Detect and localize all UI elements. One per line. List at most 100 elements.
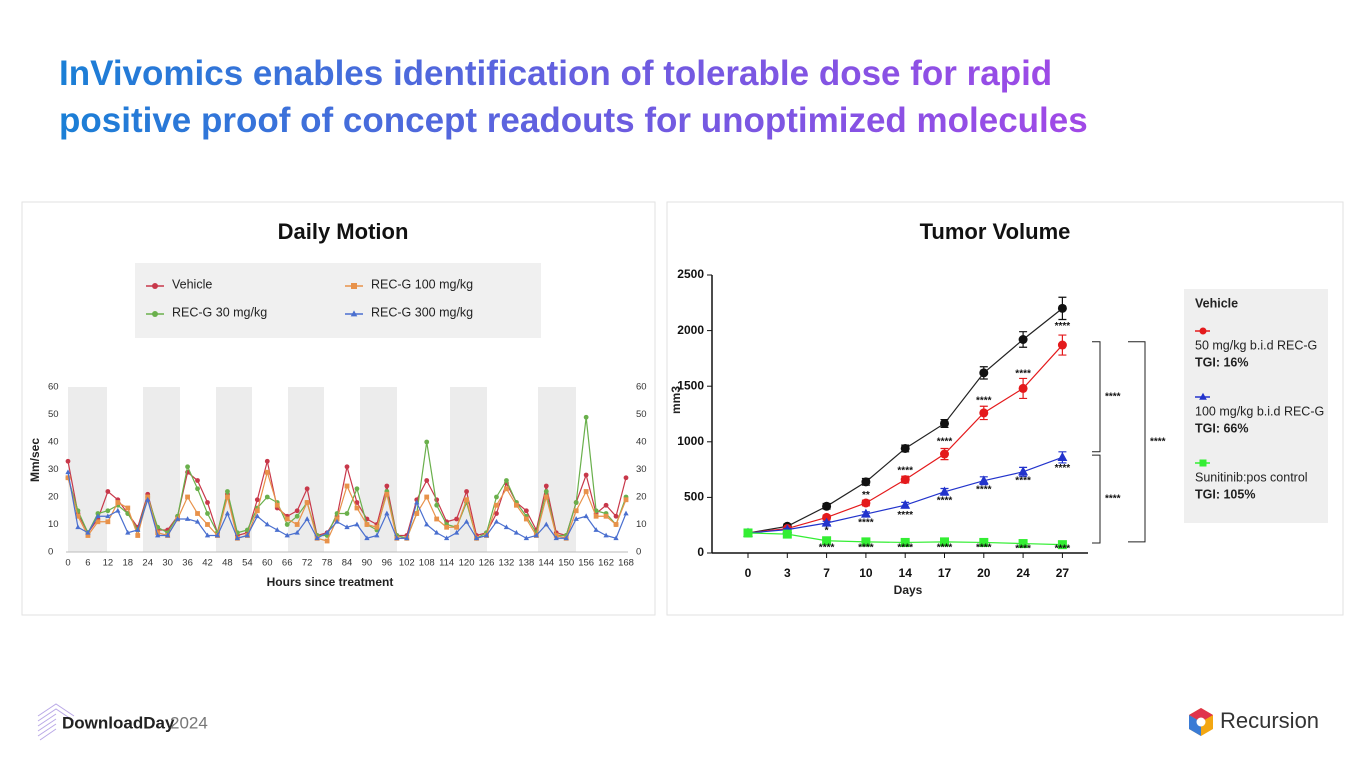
- x-tick-label: 84: [342, 558, 353, 569]
- marker: [861, 537, 871, 547]
- y-tick-label: 30: [48, 464, 59, 475]
- x-tick-label: 156: [578, 558, 594, 569]
- marker: [513, 502, 519, 508]
- significance-label: ****: [1015, 544, 1031, 555]
- marker: [155, 532, 161, 538]
- legend-label: Vehicle: [1195, 296, 1238, 310]
- marker: [494, 494, 499, 500]
- x-tick-label: 20: [977, 566, 991, 580]
- significance-label: ****: [858, 518, 874, 529]
- y-tick-label: 0: [697, 545, 704, 559]
- marker: [351, 283, 357, 289]
- marker: [822, 536, 832, 546]
- y2-tick-label: 60: [636, 382, 647, 393]
- y-tick-label: 2500: [677, 267, 704, 281]
- marker: [523, 535, 529, 541]
- marker: [364, 535, 370, 541]
- marker: [304, 486, 310, 492]
- marker: [294, 529, 300, 535]
- legend-box: [1184, 289, 1328, 523]
- significance-label: ****: [937, 436, 953, 447]
- y2-tick-label: 20: [636, 492, 647, 503]
- marker: [782, 529, 792, 539]
- marker: [105, 508, 111, 514]
- legend-label: REC-G 30 mg/kg: [172, 305, 267, 319]
- marker: [603, 502, 609, 508]
- marker: [861, 477, 871, 487]
- x-tick-label: 48: [222, 558, 233, 569]
- y-tick-label: 40: [48, 437, 59, 448]
- marker: [464, 497, 469, 503]
- marker: [553, 535, 559, 541]
- x-tick-label: 126: [479, 558, 495, 569]
- marker: [513, 529, 520, 535]
- y-tick-label: 1000: [677, 434, 704, 448]
- y-tick-label: 1500: [677, 378, 704, 392]
- marker: [205, 511, 210, 516]
- y-tick-label: 10: [48, 519, 59, 530]
- x-tick-label: 30: [162, 558, 173, 569]
- significance-bracket: [1092, 341, 1101, 453]
- marker: [543, 494, 549, 500]
- marker: [613, 522, 619, 527]
- marker: [324, 538, 330, 544]
- marker: [344, 483, 350, 489]
- x-tick-label: 6: [85, 558, 90, 569]
- marker: [503, 524, 510, 530]
- marker: [454, 524, 460, 530]
- significance-label: ****: [937, 495, 953, 506]
- marker: [900, 537, 910, 547]
- marker: [444, 535, 450, 541]
- y-tick-label: 2000: [677, 323, 704, 337]
- marker: [314, 535, 320, 541]
- marker: [195, 486, 200, 492]
- shaded-band: [68, 387, 107, 552]
- significance-label: ****: [937, 543, 953, 554]
- significance-label: ****: [897, 543, 913, 554]
- x-tick-label: 120: [459, 558, 475, 569]
- marker: [822, 501, 832, 511]
- marker: [135, 533, 141, 538]
- marker: [603, 532, 609, 538]
- marker: [623, 510, 629, 516]
- event-year: 2024: [170, 713, 208, 732]
- x-tick-label: 24: [1016, 566, 1030, 580]
- marker: [583, 414, 589, 420]
- marker: [350, 310, 358, 317]
- marker: [274, 502, 280, 508]
- x-tick-label: 168: [618, 558, 634, 569]
- marker: [225, 494, 230, 500]
- x-tick-label: 18: [122, 558, 133, 569]
- chart-title: Tumor Volume: [920, 219, 1071, 244]
- y2-tick-label: 10: [636, 519, 647, 530]
- x-tick-label: 0: [745, 566, 752, 580]
- marker: [1018, 383, 1028, 393]
- marker: [414, 511, 420, 516]
- marker: [1199, 327, 1207, 335]
- x-tick-label: 36: [182, 558, 193, 569]
- marker: [115, 507, 121, 513]
- marker: [125, 505, 131, 511]
- legend-tgi: TGI: 105%: [1195, 487, 1255, 501]
- brand-name: Recursion: [1220, 708, 1319, 733]
- marker: [821, 517, 832, 527]
- y-tick-label: 20: [48, 492, 59, 503]
- marker: [344, 524, 350, 530]
- marker: [900, 475, 910, 485]
- marker: [354, 486, 360, 492]
- x-axis-label: Days: [894, 583, 923, 597]
- significance-label: ****: [1015, 475, 1031, 486]
- marker: [284, 516, 290, 522]
- x-tick-label: 54: [242, 558, 253, 569]
- marker: [254, 513, 260, 519]
- marker: [434, 502, 440, 508]
- marker: [294, 508, 300, 514]
- marker: [1057, 451, 1068, 461]
- significance-label: *: [825, 525, 829, 536]
- marker: [940, 537, 949, 547]
- x-tick-label: 3: [784, 566, 791, 580]
- significance-label: **: [862, 490, 870, 501]
- marker: [434, 516, 440, 522]
- marker: [205, 522, 210, 527]
- marker: [264, 469, 270, 475]
